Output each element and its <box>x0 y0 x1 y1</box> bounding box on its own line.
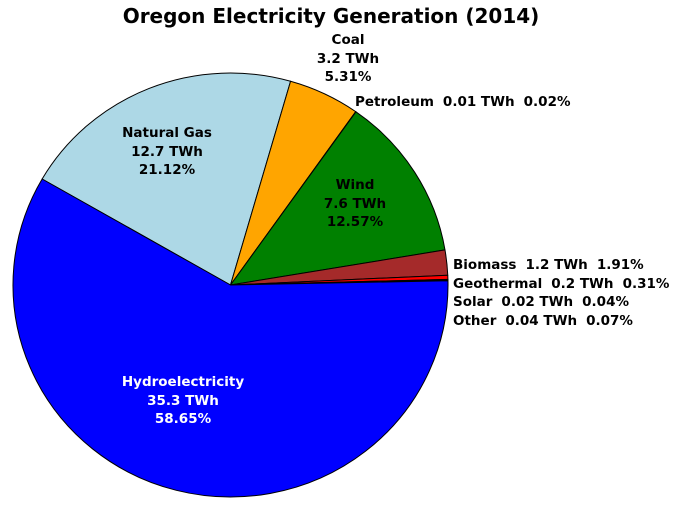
slice-percent: 0.31% <box>622 275 670 292</box>
slice-percent: 0.07% <box>586 312 633 329</box>
label-natural-gas: Natural Gas 12.7 TWh 21.12% <box>122 124 212 180</box>
label-biomass: Biomass 1.2 TWh 1.91% <box>453 256 669 275</box>
slice-percent: 0.04% <box>582 294 629 310</box>
label-solar: Solar 0.02 TWh 0.04% <box>453 293 669 312</box>
slice-value: 35.3 TWh <box>147 392 219 409</box>
pie-slice-natural-gas <box>41 72 292 286</box>
slice-percent: 21.12% <box>138 162 196 178</box>
slice-name: Geothermal <box>453 275 543 292</box>
slice-value: 0.01 TWh <box>442 94 515 110</box>
slice-value: 0.02 TWh <box>501 294 574 310</box>
pie-slice-hydroelectricity <box>12 178 449 498</box>
label-small-slices: Biomass 1.2 TWh 1.91% Geothermal 0.2 TWh… <box>453 256 669 330</box>
slice-value: 1.2 TWh <box>525 257 588 273</box>
slice-name: Hydroelectricity <box>121 374 245 390</box>
slice-percent: 5.31% <box>324 69 372 85</box>
label-geothermal: Geothermal 0.2 TWh 0.31% <box>453 275 669 294</box>
slice-name: Natural Gas <box>122 125 212 141</box>
slice-percent: 58.65% <box>154 411 212 427</box>
label-hydroelectricity: Hydroelectricity 35.3 TWh 58.65% <box>122 373 244 429</box>
slice-value: 7.6 TWh <box>323 195 387 212</box>
label-coal: Coal 3.2 TWh 5.31% <box>317 31 379 87</box>
slice-percent: 12.57% <box>326 214 384 230</box>
slice-value: 0.2 TWh <box>551 275 614 292</box>
slice-name: Other <box>453 312 497 329</box>
slice-name: Coal <box>331 32 365 48</box>
label-other: Other 0.04 TWh 0.07% <box>453 312 669 331</box>
slice-name: Solar <box>453 294 493 310</box>
slice-percent: 1.91% <box>596 257 644 273</box>
slice-value: 12.7 TWh <box>131 143 203 160</box>
slice-name: Petroleum <box>355 94 434 110</box>
slice-value: 3.2 TWh <box>316 50 380 67</box>
pie-slice-wind <box>230 111 446 286</box>
slice-percent: 0.02% <box>523 94 571 110</box>
slice-name: Wind <box>335 177 375 193</box>
chart-title: Oregon Electricity Generation (2014) <box>122 4 540 28</box>
slice-value: 0.04 TWh <box>505 312 578 329</box>
label-wind: Wind 7.6 TWh 12.57% <box>324 176 386 232</box>
label-petroleum: Petroleum 0.01 TWh 0.02% <box>355 93 571 112</box>
slice-name: Biomass <box>453 257 517 273</box>
